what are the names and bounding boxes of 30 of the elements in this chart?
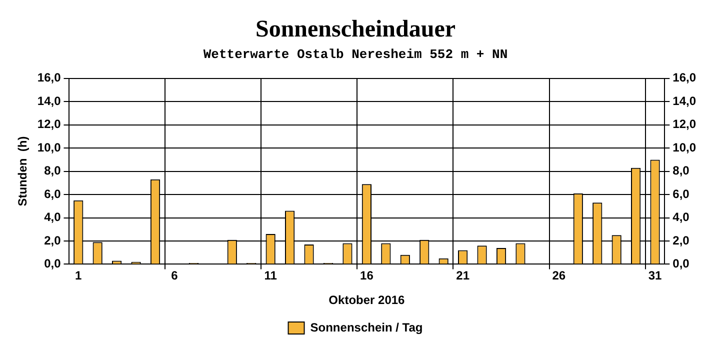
y-tick-label: 6,0: [44, 186, 62, 201]
y2-tick-label: 2,0: [672, 233, 690, 248]
y2-tick-label: 14,0: [672, 94, 696, 108]
y-tick-label: 0,0: [44, 256, 62, 271]
y2-tick-label: 10,0: [672, 140, 696, 154]
chart-subtitle: Wetterwarte Ostalb Neresheim 552 m + NN: [203, 46, 508, 62]
x-tick-label: 16: [360, 268, 374, 283]
y-tick-label: 14,0: [37, 94, 62, 108]
chart-title: Sonnenscheindauer: [255, 16, 456, 43]
y-tick-label: 10,0: [37, 140, 62, 154]
y2-tick-label: 6,0: [672, 186, 690, 201]
x-tick-label: 6: [171, 268, 178, 283]
x-tick-label: 1: [75, 268, 82, 283]
y-axis-title: Stunden (h): [16, 136, 30, 206]
y-tick-label: 4,0: [44, 210, 62, 224]
y-tick-label: 8,0: [44, 164, 62, 178]
x-tick-label: 31: [648, 268, 662, 283]
y-tick-label: 12,0: [37, 117, 62, 132]
y-tick-label: 16,0: [37, 70, 62, 85]
x-tick-label: 11: [264, 268, 278, 283]
y2-tick-label: 8,0: [672, 164, 690, 178]
x-tick-label: 21: [456, 268, 470, 283]
legend-label: Sonnenschein / Tag: [310, 320, 423, 334]
y2-tick-label: 0,0: [672, 256, 690, 271]
y-tick-label: 2,0: [44, 233, 62, 248]
x-tick-label: 26: [552, 268, 566, 283]
x-axis-title: Oktober 2016: [328, 293, 406, 308]
y2-tick-label: 12,0: [672, 117, 696, 132]
y2-tick-label: 4,0: [672, 210, 690, 224]
y2-tick-label: 16,0: [672, 70, 696, 85]
